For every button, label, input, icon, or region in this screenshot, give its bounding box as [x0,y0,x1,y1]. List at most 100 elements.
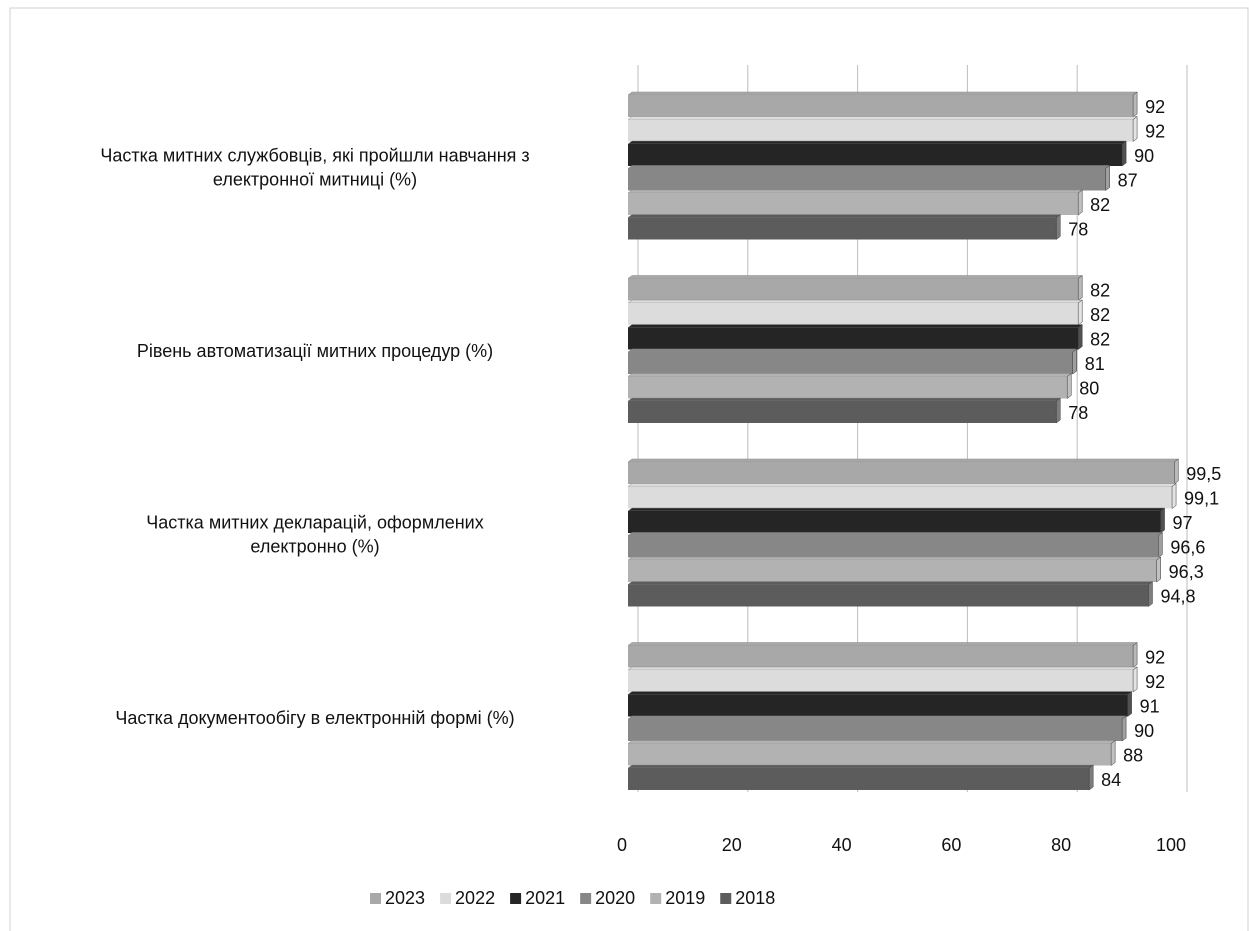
bar-top [627,642,1138,646]
bar-side [1158,532,1163,558]
legend-swatch [580,893,592,904]
bar-side [1077,324,1083,350]
legend-label: 2019 [665,888,705,908]
x-tick-label: 40 [832,835,852,855]
value-label: 92 [1145,121,1165,141]
bar-side [1171,483,1177,509]
bar-top [627,458,1180,463]
bar-side [1132,116,1138,142]
legend-swatch [440,893,452,904]
bar-side [1055,397,1061,424]
value-label: 82 [1090,195,1110,215]
legend-swatch [510,893,522,904]
bar [628,303,1079,325]
bar [628,584,1149,607]
bar-side [1110,740,1116,766]
value-label: 78 [1068,219,1088,239]
bar-top [627,556,1162,561]
bar [628,193,1079,215]
bar-side [1088,764,1094,791]
bar-side [1148,581,1153,607]
value-label: 84 [1101,770,1121,790]
value-label: 87 [1118,170,1138,190]
value-label: 97 [1173,513,1193,533]
value-label: 82 [1090,329,1110,349]
bar-top [627,715,1127,720]
bar-side [1156,556,1161,583]
x-tick-label: 60 [941,835,961,855]
value-label: 96,6 [1170,537,1205,557]
bar-top [627,116,1138,120]
legend-swatch [720,893,732,904]
value-label: 82 [1090,280,1110,300]
bar-side [1055,214,1061,240]
bar [628,217,1057,240]
bar-top [627,189,1083,194]
value-label: 91 [1140,696,1160,716]
value-label: 92 [1145,97,1165,117]
bar [628,694,1128,717]
bar-top [627,483,1177,487]
legend-swatch [370,893,381,904]
bar-top [627,532,1164,536]
bar-top [627,740,1116,744]
bar-top [627,275,1083,279]
bar [628,670,1134,692]
legend-label: 2022 [455,888,495,908]
bar-side [1066,373,1072,399]
bar [628,278,1079,301]
bar [628,144,1123,166]
x-tick-label: 0 [617,835,627,855]
bar-side [1077,189,1083,216]
bar-top [627,397,1061,402]
value-label: 90 [1134,721,1154,741]
bar-side [1132,642,1138,668]
value-label: 90 [1134,146,1154,166]
bar-top [627,165,1111,169]
bar-side [1174,458,1179,485]
legend-label: 2021 [525,888,565,908]
bar-top [627,91,1138,96]
bar [628,486,1173,509]
value-label: 88 [1123,745,1143,765]
bar-top [627,373,1072,377]
bar-side [1160,507,1165,534]
category-label: Рівень автоматизації митних процедур (%) [137,341,493,361]
value-label: 81 [1085,354,1105,374]
bar [628,327,1079,350]
bar-top [627,691,1133,695]
bar-top [627,324,1083,328]
legend-label: 2023 [385,888,425,908]
bar [628,401,1057,423]
bar [628,168,1106,191]
bar-top [627,140,1127,145]
legend-swatch [650,893,662,904]
bar [628,719,1123,741]
bar-side [1121,715,1127,742]
bar-side [1077,299,1083,326]
bar [628,511,1161,533]
value-label: 99,5 [1186,464,1221,484]
value-label: 92 [1145,647,1165,667]
value-label: 78 [1068,403,1088,423]
x-tick-label: 80 [1051,835,1071,855]
bar [628,560,1157,582]
bar [628,376,1068,399]
bar-side [1077,275,1083,301]
legend-label: 2018 [735,888,775,908]
value-label: 80 [1079,378,1099,398]
category-label: Частка документообігу в електронній форм… [115,708,514,728]
bar-side [1105,165,1110,191]
x-tick-label: 100 [1156,835,1186,855]
bar [628,768,1090,790]
bar-top [627,214,1061,218]
bar [628,535,1159,558]
bar [628,743,1112,766]
value-label: 82 [1090,305,1110,325]
value-label: 96,3 [1169,562,1204,582]
bar [628,462,1175,484]
bar-side [1072,348,1077,375]
bar-side [1132,666,1138,693]
bar-side [1127,691,1132,717]
